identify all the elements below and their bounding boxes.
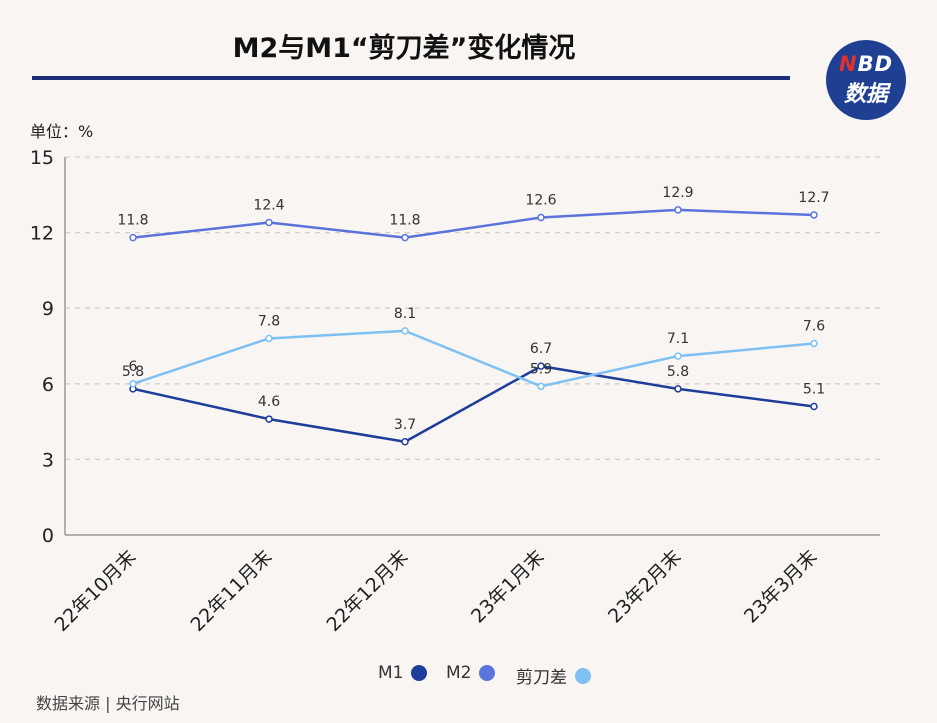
x-tick-label: 23年2月末	[604, 546, 686, 628]
legend-swatch	[479, 665, 496, 681]
source-note: 数据来源 | 央行网站	[36, 694, 180, 713]
series-line-m2	[132, 208, 815, 239]
data-point-gap	[810, 339, 818, 348]
data-label-m2: 12.6	[525, 192, 556, 208]
series-layer	[129, 206, 818, 446]
y-tick-label: 0	[42, 525, 54, 547]
chart-title: M2与M1“剪刀差”变化情况	[232, 33, 576, 64]
data-label-gap: 7.6	[803, 318, 825, 334]
data-label-m1: 6.7	[530, 341, 552, 357]
nbd-data-logo: NBD 数据	[826, 40, 906, 120]
logo-text-data: 数据	[843, 82, 888, 107]
data-label-m1: 4.6	[258, 394, 280, 410]
data-label-m2: 12.9	[662, 185, 693, 201]
x-tick-label: 23年1月末	[467, 546, 549, 628]
data-point-m2	[129, 233, 137, 242]
data-point-m1	[537, 362, 545, 370]
data-point-m2	[537, 213, 545, 222]
chart-legend: M1 M2 剪刀差	[0, 663, 937, 689]
x-tick-label: 22年12月末	[322, 546, 412, 636]
x-tick-label: 22年11月末	[186, 546, 276, 636]
data-label-layer: 5.8 4.6 3.7 6.7 5.8 5.1 11.8 12.4 11.8 12.6 12.9 12…	[117, 185, 829, 433]
data-point-m1	[265, 415, 273, 423]
data-label-m1: 3.7	[394, 417, 416, 433]
title-underline	[32, 76, 790, 80]
data-point-gap	[674, 352, 682, 360]
data-label-m1: 5.8	[667, 364, 689, 380]
unit-label: 单位：%	[30, 122, 94, 141]
data-label-m2: 12.4	[253, 198, 284, 214]
axis-layer: 0 3 6 9 12 15 22年10月末 22年11月末 22年12月末 23年1月末 23年2月…	[30, 147, 880, 636]
y-tick-label: 6	[42, 374, 54, 396]
data-point-gap	[265, 334, 273, 343]
legend-item-gap: 剪刀差	[516, 663, 591, 688]
data-label-gap: 5.9	[530, 361, 552, 377]
data-label-m2: 11.8	[117, 213, 148, 229]
data-point-m2	[401, 233, 409, 242]
data-label-gap: 7.8	[258, 313, 280, 329]
data-point-m1	[810, 402, 818, 411]
logo-text-nbd: NBD	[838, 52, 894, 76]
legend-item-m1: M1	[378, 663, 428, 683]
data-point-m2	[810, 211, 818, 219]
grid-layer	[65, 156, 880, 461]
y-tick-label: 15	[30, 147, 54, 169]
data-label-gap: 6	[129, 359, 138, 375]
x-tick-label: 22年10月末	[50, 546, 140, 636]
data-label-m1: 5.8	[122, 364, 144, 380]
legend-item-m2: M2	[446, 663, 496, 683]
x-tick-label: 23年3月末	[740, 546, 822, 628]
y-tick-label: 9	[42, 298, 54, 320]
legend-swatch	[411, 665, 428, 681]
y-tick-label: 12	[30, 223, 54, 245]
legend-label: M2	[446, 663, 472, 683]
y-tick-label: 3	[42, 449, 54, 471]
series-line-gap	[132, 329, 815, 388]
data-point-m1	[674, 385, 682, 393]
data-label-m2: 11.8	[389, 213, 420, 229]
data-point-m2	[674, 206, 682, 214]
data-label-m2: 12.7	[798, 190, 829, 206]
series-line-m1	[132, 364, 815, 444]
legend-swatch	[575, 667, 591, 684]
data-label-gap: 7.1	[667, 331, 689, 347]
data-point-m2	[265, 218, 273, 227]
legend-label: 剪刀差	[516, 668, 567, 688]
data-label-m1: 5.1	[803, 381, 825, 397]
legend-label: M1	[378, 663, 404, 683]
data-label-gap: 8.1	[394, 306, 416, 322]
data-point-gap	[129, 380, 137, 388]
data-point-gap	[537, 382, 545, 391]
data-point-m1	[401, 438, 409, 446]
data-point-gap	[401, 327, 409, 335]
